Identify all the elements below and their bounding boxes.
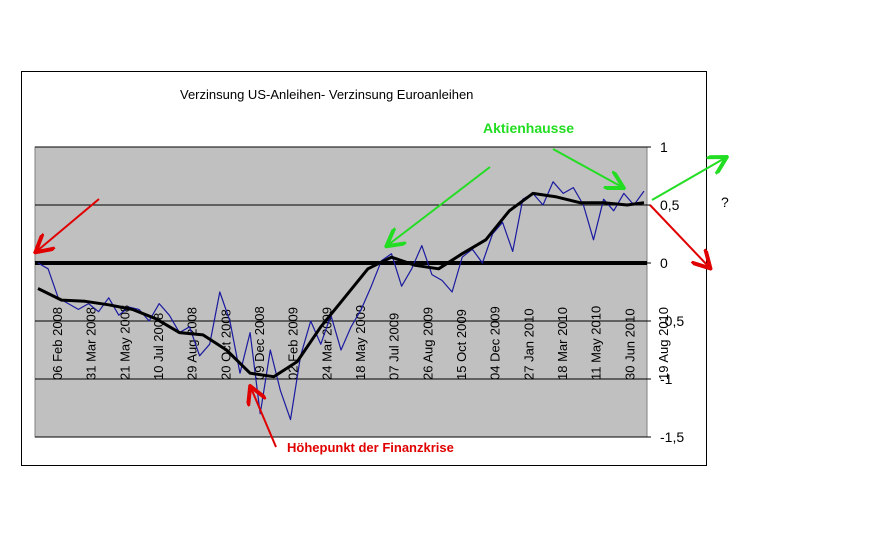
series-lines <box>37 181 645 421</box>
x-tick-label: 31 Mar 2008 <box>84 307 99 380</box>
x-tick-label: 18 Mar 2010 <box>555 307 570 380</box>
hoehepunkt-label: Höhepunkt der Finanzkrise <box>287 440 454 455</box>
y-tick-label: 1 <box>660 139 668 155</box>
y-tick-label: 0 <box>660 255 668 271</box>
x-tick-label: 26 Aug 2009 <box>420 307 435 380</box>
x-tick-label: 21 May 2008 <box>117 305 132 380</box>
aktienhausse-label: Aktienhausse <box>483 120 574 136</box>
x-tick-label: 04 Dec 2009 <box>488 306 503 380</box>
y-tick-label: 0,5 <box>660 197 680 213</box>
y-tick-label: -0,5 <box>660 313 684 329</box>
y-tick-label: -1,5 <box>660 429 684 445</box>
x-tick-label: 27 Jan 2010 <box>521 308 536 380</box>
x-axis-ticks: 06 Feb 2008 31 Mar 2008 21 May 2008 10 Jul … <box>50 305 671 380</box>
series-line-blue <box>37 181 645 421</box>
red-arrow-down-right <box>649 204 709 267</box>
x-tick-label: 19 Aug 2010 <box>656 307 671 380</box>
red-arrow-down-left <box>37 198 100 251</box>
x-tick-label: 11 May 2010 <box>589 306 604 380</box>
x-tick-label: 20 Oct 2008 <box>218 309 233 380</box>
x-tick-label: 18 May 2009 <box>353 305 368 380</box>
question-mark: ? <box>721 194 729 210</box>
x-tick-label: 06 Feb 2008 <box>50 307 65 380</box>
green-arrow-up-right <box>651 158 725 201</box>
series-line-black <box>37 191 645 379</box>
annotations: Aktienhausse Höhepunkt der Finanzkrise ? <box>37 120 729 455</box>
plot-area <box>34 146 648 438</box>
green-arrow-to-aug2010 <box>552 148 622 187</box>
green-arrow-to-jul2009 <box>388 166 491 245</box>
x-tick-label: 10 Jul 2008 <box>151 313 166 380</box>
x-tick-label: 30 Jun 2010 <box>622 308 637 380</box>
x-tick-label: 29 Aug 2008 <box>185 307 200 380</box>
x-tick-label: 09 Dec 2008 <box>252 306 267 380</box>
gridlines <box>35 146 647 438</box>
x-tick-label: 07 Jul 2009 <box>387 313 402 380</box>
red-arrow-to-crisis <box>251 388 277 448</box>
x-tick-label: 15 Oct 2009 <box>454 309 469 380</box>
chart-title: Verzinsung US-Anleihen- Verzinsung Euroa… <box>180 87 473 102</box>
y-tick-label: -1 <box>660 371 673 387</box>
